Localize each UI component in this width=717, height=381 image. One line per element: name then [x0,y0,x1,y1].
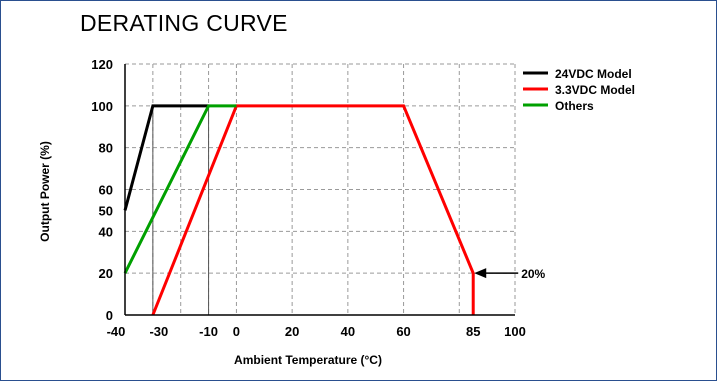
annotation-arrow-head [474,268,487,279]
legend-label: 24VDC Model [555,67,632,81]
series-line [123,104,237,274]
y-axis-label: Output Power (%) [38,141,52,242]
x-tick-label: 85 [466,324,480,339]
y-tick-label: 60 [99,183,113,198]
series-line [151,104,475,316]
annotation: 20% [474,267,546,281]
axes [124,64,515,316]
tick-labels: -40 -30 -10 0 20 40 60 85 100 0 20 40 50 60 80 100 120 [91,57,526,339]
y-tick-label: 40 [99,224,113,239]
chart-title: DERATING CURVE [80,10,288,36]
series-lines [123,104,475,316]
y-tick-label: 20 [99,266,113,281]
x-tick-label: -30 [149,324,168,339]
y-tick-label: 0 [106,308,113,323]
x-tick-label: 60 [396,324,410,339]
x-tick-label: 100 [504,324,526,339]
series-line [123,104,209,211]
grid [125,63,516,315]
x-tick-label: -40 [107,324,126,339]
y-tick-label: 80 [99,141,113,156]
y-tick-label: 100 [91,99,113,114]
x-tick-label: 0 [233,324,240,339]
y-tick-label: 50 [99,203,113,218]
y-tick-label: 120 [91,57,113,72]
legend-label: Others [555,99,594,113]
legend-label: 3.3VDC Model [555,83,635,97]
reference-lines [152,105,210,315]
legend: 24VDC Model 3.3VDC Model Others [523,67,635,113]
x-axis-label: Ambient Temperature (°C) [234,353,382,367]
x-tick-label: -10 [199,324,218,339]
x-tick-label: 20 [285,324,299,339]
x-tick-label: 40 [341,324,355,339]
annotation-label: 20% [521,267,545,281]
